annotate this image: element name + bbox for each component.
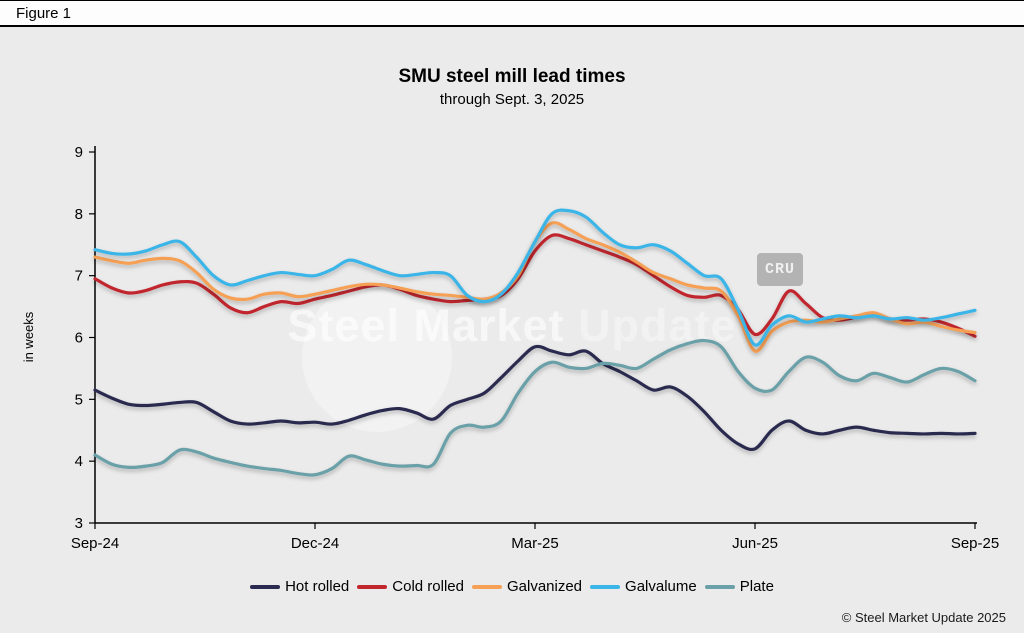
legend-item-cold-rolled: Cold rolled — [357, 578, 464, 595]
y-tick-label: 4 — [75, 453, 83, 470]
legend-item-plate: Plate — [704, 578, 774, 595]
legend-swatch-icon — [590, 584, 621, 589]
series-line-plate — [93, 338, 977, 477]
series-line-hot-rolled — [93, 344, 977, 452]
x-tick-label: Sep-25 — [951, 535, 999, 552]
legend-swatch-icon — [471, 584, 502, 589]
legend-label: Galvalume — [625, 578, 697, 595]
series-line-galvalume — [93, 208, 977, 347]
legend-item-galvanized: Galvanized — [471, 578, 583, 595]
legend-swatch-icon — [250, 584, 281, 589]
legend-swatch-icon — [704, 584, 735, 589]
y-tick-label: 3 — [75, 515, 83, 532]
copyright: © Steel Market Update 2025 — [841, 610, 1006, 625]
legend-swatch-icon — [357, 584, 388, 589]
x-tick-label: Mar-25 — [511, 535, 559, 552]
y-tick-label: 5 — [75, 391, 83, 408]
legend-item-galvalume: Galvalume — [590, 578, 697, 595]
legend: Hot rolled Cold rolled Galvanized Galvalume… — [0, 578, 1024, 595]
y-axis-title: in weeks — [21, 311, 36, 363]
legend-item-hot-rolled: Hot rolled — [250, 578, 349, 595]
y-tick-label: 6 — [75, 330, 83, 347]
figure-label: Figure 1 — [16, 4, 72, 22]
cru-logo: CRU — [757, 253, 803, 286]
legend-label: Galvanized — [506, 578, 583, 595]
y-tick-label: 8 — [75, 206, 83, 223]
x-tick-label: Sep-24 — [71, 535, 119, 552]
chart-subtitle: through Sept. 3, 2025 — [439, 91, 585, 108]
figure-header: Figure 1 — [0, 0, 1024, 27]
legend-label: Cold rolled — [392, 578, 464, 595]
y-tick-label: 9 — [75, 144, 83, 161]
legend-label: Plate — [739, 578, 774, 595]
legend-label: Hot rolled — [285, 578, 350, 595]
x-tick-label: Dec-24 — [291, 535, 339, 552]
y-tick-label: 7 — [75, 268, 83, 285]
chart-title: SMU steel mill lead times — [398, 66, 626, 87]
x-tick-label: Jun-25 — [732, 535, 778, 552]
watermark-circle-icon — [302, 282, 452, 432]
watermark-primary: Steel Market — [287, 300, 565, 351]
